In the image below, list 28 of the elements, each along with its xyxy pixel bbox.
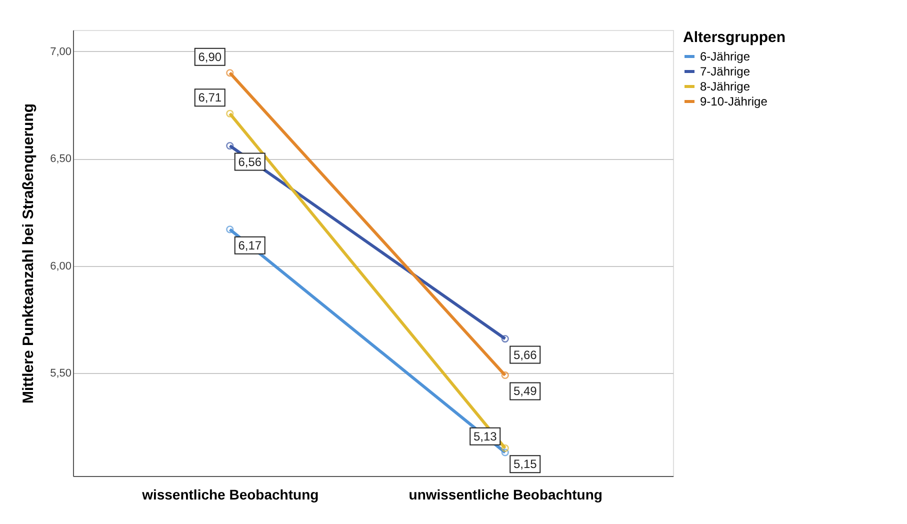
point [226, 69, 234, 77]
data-label: 5,13 [473, 429, 498, 444]
y-tick-label: 5,50 [50, 368, 72, 380]
y-axis-title: Mittlere Punkteanzahl bei Straßenquerung [20, 103, 38, 404]
data-label: 5,66 [513, 348, 538, 362]
point [501, 444, 509, 452]
legend-label: 6-Jährige [700, 50, 750, 64]
x-tick-label: wissentliche Beobachtung [141, 486, 319, 502]
legend-label: 9-10-Jährige [700, 94, 768, 108]
data-label: 5,15 [513, 457, 538, 472]
point [501, 371, 509, 380]
point [501, 334, 509, 343]
data-label: 6,90 [198, 50, 222, 64]
legend-label: 7-Jährige [700, 64, 750, 78]
y-tick-label: 7,00 [50, 46, 72, 58]
point [226, 226, 234, 234]
y-tick-label: 6,00 [50, 260, 72, 272]
legend-title: Altersgruppen [683, 29, 786, 46]
y-tick-label: 6,50 [50, 153, 72, 166]
point [226, 142, 234, 150]
x-tick-label: unwissentliche Beobachtung [408, 486, 602, 502]
point [501, 448, 509, 456]
data-label: 6,17 [238, 238, 262, 252]
point [226, 110, 234, 118]
data-label: 6,56 [238, 154, 262, 169]
data-label: 6,71 [198, 90, 222, 105]
data-label: 5,49 [513, 384, 538, 398]
legend-label: 8-Jährige [700, 80, 750, 94]
